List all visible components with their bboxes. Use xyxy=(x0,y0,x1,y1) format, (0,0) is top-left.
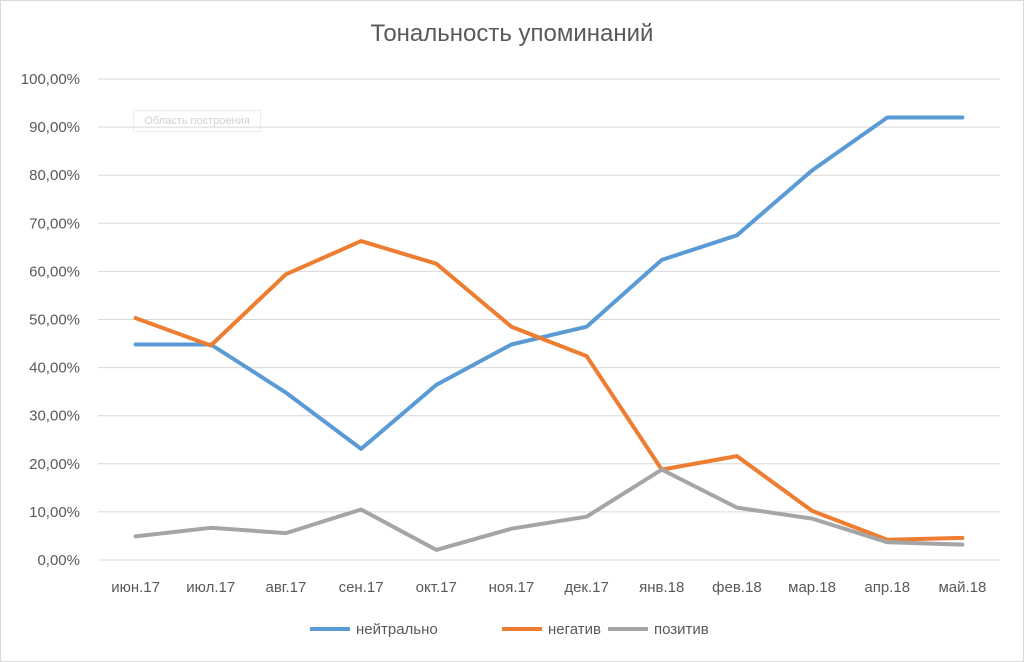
y-tick-label: 70,00% xyxy=(29,215,80,232)
x-tick-label: дек.17 xyxy=(564,579,609,596)
x-tick-label: сен.17 xyxy=(339,579,384,596)
x-tick-label: авг.17 xyxy=(266,579,307,596)
series-line xyxy=(133,239,965,542)
legend-label: негатив xyxy=(548,621,601,638)
x-tick-label: фев.18 xyxy=(712,579,762,596)
y-tick-label: 20,00% xyxy=(29,456,80,473)
x-tick-label: янв.18 xyxy=(639,579,684,596)
y-axis-ticks: 0,00% 10,00% 20,00% 30,00% 40,00% 50,00% 60,00… xyxy=(21,71,80,569)
y-tick-label: 50,00% xyxy=(29,312,80,329)
y-tick-label: 0,00% xyxy=(37,552,80,569)
y-tick-label: 90,00% xyxy=(29,119,80,136)
x-tick-label: ноя.17 xyxy=(489,579,535,596)
y-tick-label: 60,00% xyxy=(29,263,80,280)
x-tick-label: окт.17 xyxy=(416,579,457,596)
x-tick-label: июн.17 xyxy=(111,579,160,596)
x-tick-label: апр.18 xyxy=(864,579,910,596)
x-tick-label: май.18 xyxy=(938,579,986,596)
gridlines xyxy=(98,78,1000,561)
y-tick-label: 100,00% xyxy=(21,71,80,88)
series-lines xyxy=(133,115,965,552)
y-tick-label: 10,00% xyxy=(29,504,80,521)
x-tick-label: мар.18 xyxy=(788,579,836,596)
x-axis-ticks: июн.17 июл.17 авг.17 сен.17 окт.17 ноя.17 дек.… xyxy=(111,579,986,596)
series-line xyxy=(133,467,965,552)
y-tick-label: 80,00% xyxy=(29,167,80,184)
y-tick-label: 40,00% xyxy=(29,360,80,377)
x-tick-label: июл.17 xyxy=(186,579,235,596)
chart-title: Тональность упоминаний xyxy=(370,20,654,47)
legend-label: позитив xyxy=(654,621,709,638)
legend-label: нейтрально xyxy=(356,621,438,638)
plot-area-tooltip: Область построения xyxy=(133,110,261,132)
series-line xyxy=(133,115,965,451)
legend: нейтрально негатив позитив xyxy=(310,621,709,638)
y-tick-label: 30,00% xyxy=(29,408,80,425)
